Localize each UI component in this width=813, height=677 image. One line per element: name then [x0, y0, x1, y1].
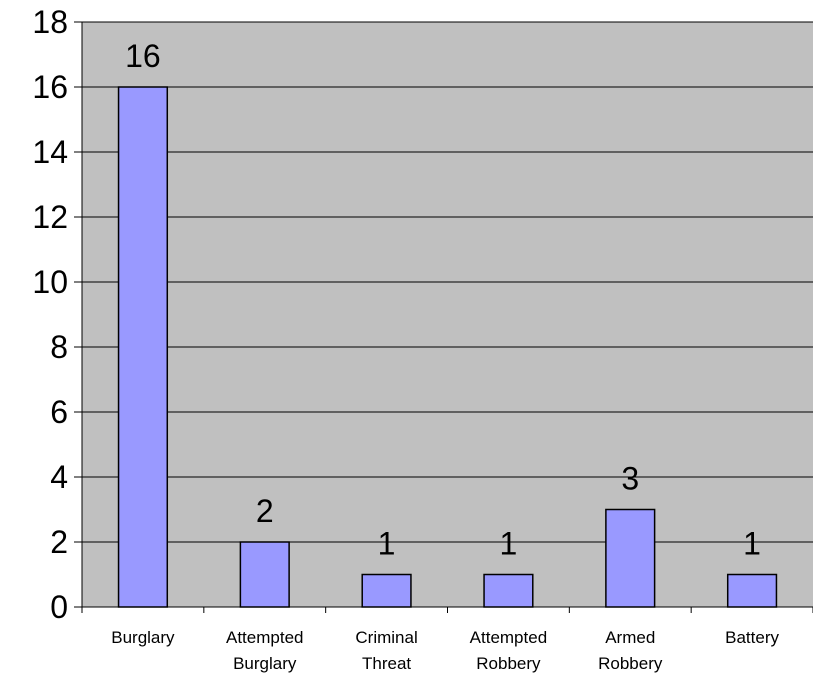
bar: [605, 508, 656, 608]
y-tick-label: 10: [32, 264, 68, 300]
x-tick-label: Battery: [725, 628, 779, 647]
data-label: 1: [378, 526, 396, 562]
x-tick-label-line: Attempted: [226, 628, 304, 647]
x-axis: Burglary Attempted Burglary Criminal Threat A…: [81, 606, 813, 673]
x-tick-label-line: Robbery: [476, 654, 541, 673]
bar: [483, 573, 534, 608]
bars: [117, 86, 778, 608]
x-tick-label-line: Threat: [362, 654, 411, 673]
y-tick-label: 2: [50, 524, 68, 560]
bar: [361, 573, 412, 608]
bar: [117, 86, 169, 608]
x-tick-label: Attempted Burglary: [226, 628, 304, 673]
x-tick-label-line: Battery: [725, 628, 779, 647]
y-tick-label: 6: [50, 394, 68, 430]
data-label: 3: [621, 461, 639, 497]
x-tick-label: Criminal Threat: [355, 628, 417, 673]
y-tick-label: 8: [50, 329, 68, 365]
data-label: 16: [125, 38, 161, 74]
gridlines: [82, 21, 813, 543]
y-tick-label: 16: [32, 69, 68, 105]
x-tick-label-line: Armed: [605, 628, 655, 647]
data-label: 2: [256, 493, 274, 529]
x-tick-label-line: Criminal: [355, 628, 417, 647]
y-axis: 0 2 4 6 8 10 12 14 16 18: [32, 4, 83, 625]
x-tick-label-line: Burglary: [111, 628, 175, 647]
y-tick-label: 18: [32, 4, 68, 40]
x-tick-label-line: Attempted: [470, 628, 548, 647]
data-label: 1: [500, 526, 518, 562]
y-tick-label: 12: [32, 199, 68, 235]
bar: [726, 573, 778, 608]
data-label: 1: [743, 526, 761, 562]
x-tick-label: Armed Robbery: [598, 628, 663, 673]
data-labels: 16 2 1 1 3 1: [125, 38, 761, 562]
x-tick-label-line: Robbery: [598, 654, 663, 673]
y-tick-label: 4: [50, 459, 68, 495]
x-tick-label: Attempted Robbery: [470, 628, 548, 673]
y-tick-label: 14: [32, 134, 68, 170]
x-tick-label-line: Burglary: [233, 654, 297, 673]
x-tick-label: Burglary: [111, 628, 175, 647]
plot-area: [82, 22, 813, 607]
y-tick-label: 0: [50, 589, 68, 625]
bar: [239, 541, 290, 608]
